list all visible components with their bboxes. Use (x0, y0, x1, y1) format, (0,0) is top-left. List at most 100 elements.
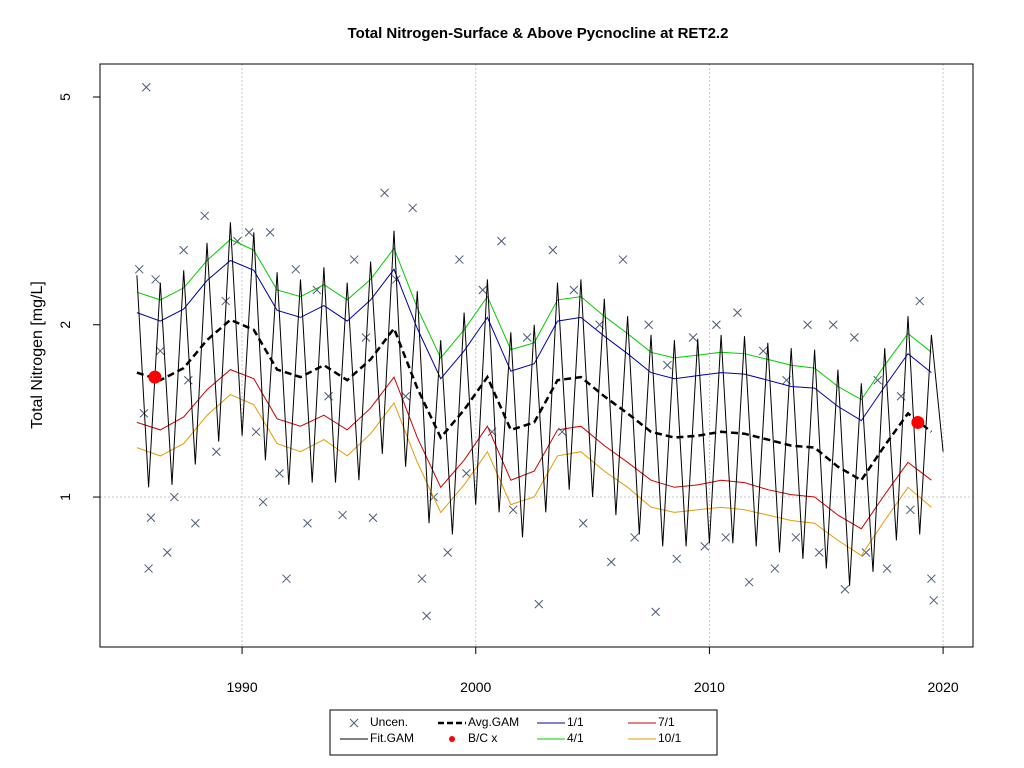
cross-stroke (134, 264, 144, 274)
cross-stroke (417, 574, 427, 584)
cross-marker (408, 203, 418, 213)
cross-marker (828, 320, 838, 330)
cross-stroke (688, 333, 698, 342)
cross-stroke (200, 211, 210, 221)
legend-box (329, 709, 718, 756)
cross-stroke (744, 577, 754, 587)
y-tick-label: 1 (57, 493, 73, 501)
x-tick-label: 2010 (694, 679, 725, 695)
cross-stroke (906, 505, 915, 515)
cross-marker (508, 505, 518, 515)
cross-marker (849, 333, 859, 342)
cross-marker (282, 574, 291, 584)
cross-stroke (840, 584, 850, 594)
cross-marker (700, 542, 710, 551)
cross-stroke (151, 275, 160, 284)
legend-item: 7/1 (628, 715, 675, 729)
cross-marker (534, 599, 544, 609)
cross-marker (275, 468, 284, 478)
cross-marker (814, 548, 824, 557)
cross-stroke (455, 255, 464, 264)
cross-marker (141, 82, 151, 92)
cross-stroke (169, 492, 179, 502)
legend-item: B/C x (449, 731, 497, 745)
cross-marker (569, 285, 579, 295)
cross-marker (758, 346, 768, 356)
cross-marker (151, 275, 160, 284)
cross-marker (251, 427, 261, 437)
cross-marker (606, 557, 616, 567)
cross-stroke (721, 533, 731, 542)
cross-stroke (803, 320, 812, 330)
cross-marker (915, 296, 925, 306)
cross-stroke (162, 548, 172, 557)
cross-marker (630, 533, 639, 542)
cross-marker (169, 492, 179, 502)
cross-stroke (291, 264, 301, 274)
series-line (136, 394, 932, 557)
cross-stroke (849, 333, 859, 342)
legend-label: Uncen. (370, 715, 408, 729)
cross-stroke (534, 599, 544, 609)
cross-stroke (251, 427, 261, 437)
cross-marker (522, 333, 532, 342)
cross-stroke (929, 595, 939, 605)
cross-marker (338, 510, 347, 520)
cross-marker (144, 564, 153, 573)
cross-marker (183, 375, 193, 385)
cross-marker (361, 333, 371, 342)
cross-marker (190, 518, 200, 528)
legend-item: 4/1 (537, 731, 584, 745)
chart-title: Total Nitrogen-Surface & Above Pycnoclin… (348, 25, 729, 42)
cross-stroke (882, 564, 892, 573)
cross-marker (462, 468, 471, 478)
cross-marker (422, 611, 432, 621)
x-tick-label: 2020 (928, 679, 959, 695)
cross-stroke (368, 513, 378, 523)
cross-marker (791, 533, 801, 542)
cross-stroke (927, 574, 936, 584)
cross-stroke (712, 320, 721, 330)
cross-stroke (349, 255, 359, 264)
legend-item: 1/1 (537, 715, 584, 729)
cross-stroke (462, 468, 471, 478)
cross-stroke (522, 333, 532, 342)
cross-marker (212, 447, 221, 457)
cross-stroke (422, 611, 432, 621)
cross-marker (497, 236, 506, 246)
x-tick-label: 2000 (460, 679, 491, 695)
cross-marker (244, 228, 254, 237)
cross-stroke (144, 564, 153, 573)
cross-marker (443, 548, 453, 557)
legend-item: Fit.GAM (340, 731, 414, 745)
cross-marker (417, 574, 427, 584)
cross-marker (380, 188, 389, 198)
y-axis-label: Total Nitrogen [mg/L] (29, 281, 46, 429)
cross-stroke (651, 607, 661, 617)
cross-marker (929, 595, 939, 605)
cross-marker (644, 320, 654, 330)
cross-stroke (443, 548, 453, 557)
cross-stroke (275, 468, 284, 478)
cross-marker (906, 505, 915, 515)
cross-stroke (663, 360, 672, 370)
cross-stroke (873, 375, 883, 385)
cross-marker (927, 574, 936, 584)
cross-marker (179, 245, 189, 255)
cross-marker (803, 320, 812, 330)
cross-stroke (361, 333, 371, 342)
bc-point (911, 415, 925, 429)
cross-stroke (770, 564, 780, 573)
cross-marker (672, 554, 682, 564)
cross-stroke (258, 497, 268, 507)
cross-stroke (791, 533, 801, 542)
cross-stroke (212, 447, 221, 457)
cross-marker (200, 211, 210, 221)
legend-item: Avg.GAM (438, 715, 519, 729)
x-tick-label: 1990 (226, 679, 257, 695)
cross-stroke (183, 375, 193, 385)
legend: Uncen. Fit.GAM Avg.GAM B/C x 1/1 4/1 7/1 10/1 (329, 709, 718, 756)
cross-marker (303, 518, 312, 528)
cross-stroke (733, 308, 742, 317)
